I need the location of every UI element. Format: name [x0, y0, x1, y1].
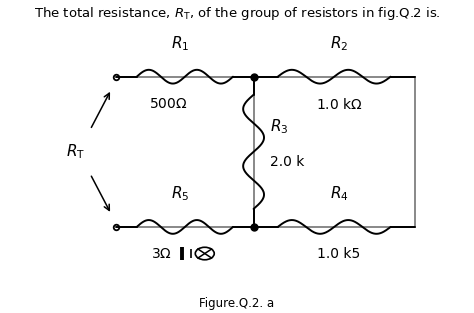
- Text: The total resistance, $R_{\mathrm{T}}$, of the group of resistors in fig.Q.2 is.: The total resistance, $R_{\mathrm{T}}$, …: [34, 5, 440, 22]
- Text: $R_{\mathrm{T}}$: $R_{\mathrm{T}}$: [66, 142, 85, 161]
- Text: $R_4$: $R_4$: [329, 185, 348, 203]
- Text: 1.0 k$\Omega$: 1.0 k$\Omega$: [316, 97, 362, 112]
- Text: $R_5$: $R_5$: [171, 185, 189, 203]
- Text: $R_2$: $R_2$: [330, 34, 348, 53]
- Text: Figure.Q.2. a: Figure.Q.2. a: [200, 297, 274, 310]
- Text: $R_3$: $R_3$: [270, 117, 289, 136]
- Text: 500$\Omega$: 500$\Omega$: [149, 97, 188, 111]
- Text: 1.0 k5: 1.0 k5: [317, 247, 361, 261]
- Text: $R_1$: $R_1$: [171, 34, 189, 53]
- Text: 2.0 k: 2.0 k: [270, 155, 305, 169]
- Text: 3$\Omega$: 3$\Omega$: [151, 247, 172, 261]
